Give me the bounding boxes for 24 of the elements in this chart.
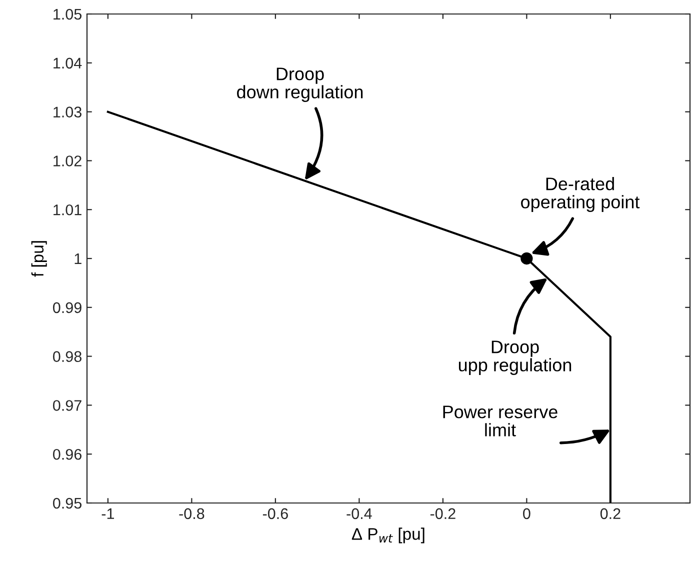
y-tick-label: 1.01: [54, 204, 82, 216]
y-tick-label: 0.96: [53, 448, 82, 460]
x-tick-label: -0.8: [179, 508, 204, 520]
y-tick-label: 1.03: [54, 106, 82, 118]
x-tick-label: -0.2: [430, 508, 456, 520]
x-tick-label: -0.4: [346, 508, 372, 520]
y-tick-label: 1.05: [54, 8, 82, 20]
y-tick-label: 1.04: [54, 58, 82, 69]
x-axis-title: Δ P$_{wt}$ [pu]: [352, 528, 424, 544]
y-tick-label: 1.02: [54, 156, 82, 166]
y-tick-label: 0.98: [53, 351, 82, 362]
x-tick-label: 0: [523, 508, 530, 520]
x-tick-label: 0.2: [600, 508, 620, 520]
x-tick-label: -0.6: [262, 508, 288, 520]
y-tick-label: 1: [74, 254, 82, 264]
y-axis-title: f [pu]: [31, 241, 47, 277]
y-tick-label: 0.99: [53, 302, 82, 314]
y-tick-label: 0.97: [53, 400, 82, 411]
x-tick-label: -1: [102, 508, 114, 519]
annotation: Droop upp regulation: [458, 340, 572, 375]
annotation: De-rated operating point: [521, 177, 640, 212]
y-tick-label: 0.95: [53, 498, 82, 509]
annotation: Power reserve limit: [443, 406, 558, 436]
annotation: Droop down regulation: [237, 68, 363, 102]
